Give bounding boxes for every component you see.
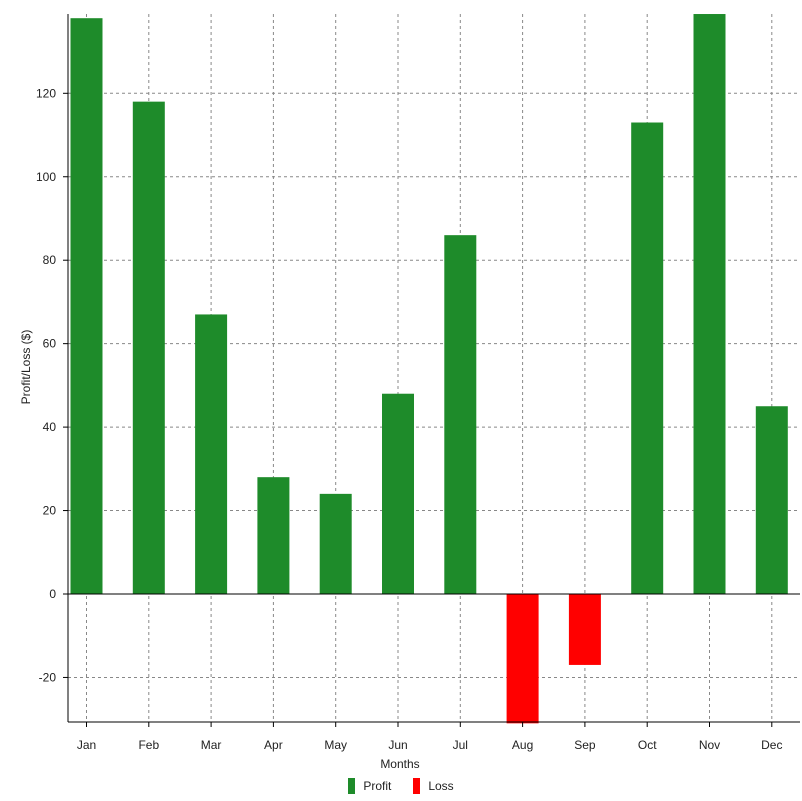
x-tick-label-jul: Jul <box>453 738 468 752</box>
y-tick-label: 40 <box>43 420 57 434</box>
x-tick-label-may: May <box>324 738 347 752</box>
bar-aug <box>506 594 539 724</box>
x-axis-title: Months <box>380 757 419 771</box>
x-tick-label-jan: Jan <box>77 738 96 752</box>
x-tick-label-oct: Oct <box>638 738 657 752</box>
bar-mar <box>195 314 228 594</box>
y-tick-label: 120 <box>36 86 56 100</box>
legend-label-profit: Profit <box>363 779 392 793</box>
y-tick-label: -20 <box>39 670 57 684</box>
y-tick-label: 0 <box>49 587 56 601</box>
bar-jan <box>70 18 103 594</box>
x-tick-label-dec: Dec <box>761 738 782 752</box>
bar-may <box>319 493 352 594</box>
legend-label-loss: Loss <box>428 779 454 793</box>
legend-swatch-profit <box>348 778 356 794</box>
bar-feb <box>132 101 165 595</box>
bar-apr <box>257 477 290 594</box>
x-tick-label-jun: Jun <box>388 738 407 752</box>
bar-jul <box>444 235 477 595</box>
bar-nov <box>693 14 726 594</box>
y-axis-title: Profit/Loss ($) <box>19 330 33 405</box>
y-tick-label: 20 <box>43 504 57 518</box>
bar-oct <box>631 122 664 594</box>
legend: Profit Loss <box>0 776 802 796</box>
x-tick-label-mar: Mar <box>201 738 222 752</box>
x-tick-label-apr: Apr <box>264 738 283 752</box>
y-tick-label: 60 <box>43 337 57 351</box>
x-tick-label-nov: Nov <box>699 738 720 752</box>
grid <box>68 14 800 722</box>
legend-item-profit: Profit <box>348 778 391 794</box>
bar-sep <box>568 594 601 665</box>
y-tick-label: 100 <box>36 170 56 184</box>
legend-item-loss: Loss <box>413 778 454 794</box>
bar-jun <box>382 393 414 594</box>
y-tick-label: 80 <box>43 253 57 267</box>
x-tick-label-feb: Feb <box>138 738 159 752</box>
axes <box>63 14 800 727</box>
x-tick-label-aug: Aug <box>512 738 533 752</box>
legend-swatch-loss <box>413 778 421 794</box>
bar-dec <box>755 406 788 594</box>
tick-labels: -20 0 20 40 60 80 100 120 Jan Feb Mar Apr May Jun Jul A… <box>36 86 783 752</box>
x-tick-label-sep: Sep <box>574 738 596 752</box>
bars <box>70 14 788 724</box>
